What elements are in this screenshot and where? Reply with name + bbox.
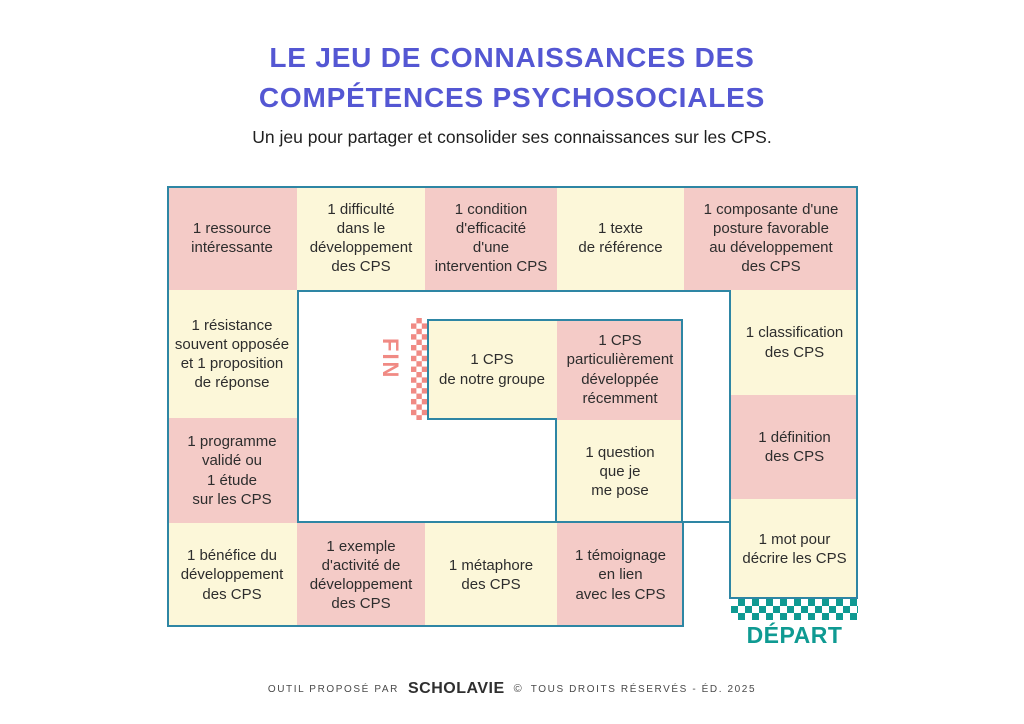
scholavie-logo: SCHOLAVIE xyxy=(407,680,505,697)
board-border xyxy=(297,521,731,523)
board-border xyxy=(682,523,684,627)
board-border xyxy=(427,418,557,420)
fin-checker-strip xyxy=(411,318,427,420)
board-border xyxy=(167,186,858,188)
board-cell-question: 1 question que je me pose xyxy=(557,420,683,523)
board-border xyxy=(167,186,169,627)
page-title-line1: LE JEU DE CONNAISSANCES DES xyxy=(269,42,755,73)
board-border xyxy=(297,290,299,523)
board-cell-metaphore: 1 métaphore des CPS xyxy=(425,523,557,627)
page-title: LE JEU DE CONNAISSANCES DES COMPÉTENCES … xyxy=(0,38,1024,118)
fin-label: FIN xyxy=(378,338,403,380)
board-border xyxy=(681,319,683,523)
board-cell-difficulte: 1 difficulté dans le développement des C… xyxy=(297,186,425,290)
footer: OUTIL PROPOSÉ PAR SCHOLAVIE © TOUS DROIT… xyxy=(0,678,1024,700)
footer-rights: TOUS DROITS RÉSERVÉS - ÉD. 2025 xyxy=(530,683,757,695)
board-border xyxy=(427,319,429,420)
board-cell-mot: 1 mot pour décrire les CPS xyxy=(731,499,858,599)
depart-checker-strip xyxy=(731,599,858,620)
depart-label: DÉPART xyxy=(746,622,843,648)
board-cell-classification: 1 classification des CPS xyxy=(731,290,858,395)
board-border xyxy=(856,186,858,599)
board-cell-definition: 1 définition des CPS xyxy=(731,395,858,499)
page-subtitle: Un jeu pour partager et consolider ses c… xyxy=(252,127,772,147)
board-cell-exemple: 1 exemple d'activité de développement de… xyxy=(297,523,425,627)
board-cell-temoignage: 1 témoignage en lien avec les CPS xyxy=(557,523,684,627)
board-cell-cps-recente: 1 CPS particulièrement développée récemm… xyxy=(557,319,683,420)
board-cell-programme: 1 programme validé ou 1 étude sur les CP… xyxy=(167,418,297,523)
board-border xyxy=(555,418,557,523)
board-cell-benefice: 1 bénéfice du développement des CPS xyxy=(167,523,297,627)
game-board: 1 mot pour décrire les CPS 1 définition d… xyxy=(167,186,858,648)
board-border xyxy=(167,625,684,627)
page-title-line2: COMPÉTENCES PSYCHOSOCIALES xyxy=(258,82,766,113)
board-border xyxy=(729,290,731,599)
copyright-symbol: © xyxy=(513,683,522,695)
board-border xyxy=(427,319,683,321)
board-border xyxy=(297,290,731,292)
board-border xyxy=(731,597,858,599)
board-cell-resistance: 1 résistance souvent opposée et 1 propos… xyxy=(167,290,297,418)
board-cell-ressource: 1 ressource intéressante xyxy=(167,186,297,290)
board-cell-condition: 1 condition d'efficacité d'une intervent… xyxy=(425,186,557,290)
board-cell-cps-groupe: 1 CPS de notre groupe xyxy=(427,319,557,420)
board-cell-texte: 1 texte de référence xyxy=(557,186,684,290)
footer-prefix: OUTIL PROPOSÉ PAR xyxy=(267,683,399,695)
board-cell-composante: 1 composante d'une posture favorable au … xyxy=(684,186,858,290)
